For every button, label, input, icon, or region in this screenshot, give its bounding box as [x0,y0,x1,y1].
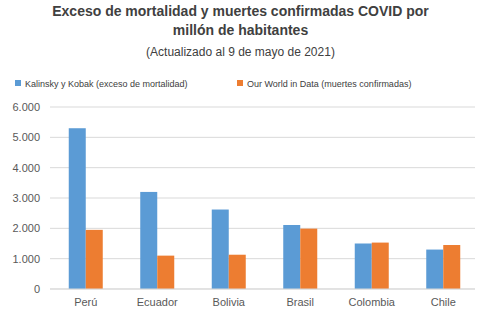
y-tick-label: 4.000 [12,162,40,174]
bar [426,250,443,289]
x-tick-label: Bolivia [213,296,246,308]
bar [86,230,103,289]
legend-swatch [237,80,243,86]
x-tick-label: Ecuador [137,296,178,308]
bar [229,255,246,289]
title-line: millón de habitantes [173,22,309,38]
grid-line [50,228,475,229]
grid-line [50,167,475,168]
y-tick-label: 2.000 [12,222,40,234]
x-axis [50,289,475,290]
bar [140,192,157,289]
title: Exceso de mortalidad y muertes confirmad… [52,3,429,38]
title-line: Exceso de mortalidad y muertes confirmad… [52,3,429,19]
x-tick-label: Chile [431,296,456,308]
y-tick-label: 5.000 [12,131,40,143]
y-tick-label: 0 [34,283,40,295]
x-tick-label: Brasil [286,296,314,308]
bars [69,128,461,289]
bar [300,229,317,289]
bar [69,128,86,289]
legend-label: Our World in Data (muertes confirmadas) [247,79,411,89]
grid-line [50,258,475,259]
bar [283,225,300,289]
x-tick-label: Colombia [349,296,396,308]
grid-line [50,289,475,290]
legend-label: Kalinsky y Kobak (exceso de mortalidad) [25,79,188,89]
x-tick-label: Perú [74,296,97,308]
grid-line [50,198,475,199]
bar [157,256,174,289]
y-tick-label: 3.000 [12,192,40,204]
bar [443,245,460,289]
grid-line [50,137,475,138]
bar [355,244,372,290]
bar [372,243,389,289]
legend-swatch [15,80,21,86]
subtitle: (Actualizado al 9 de mayo de 2021) [146,45,335,59]
y-tick-label: 6.000 [12,101,40,113]
chart: Exceso de mortalidad y muertes confirmad… [0,0,481,321]
y-tick-label: 1.000 [12,253,40,265]
bar [212,210,229,289]
grid-line [50,107,475,108]
